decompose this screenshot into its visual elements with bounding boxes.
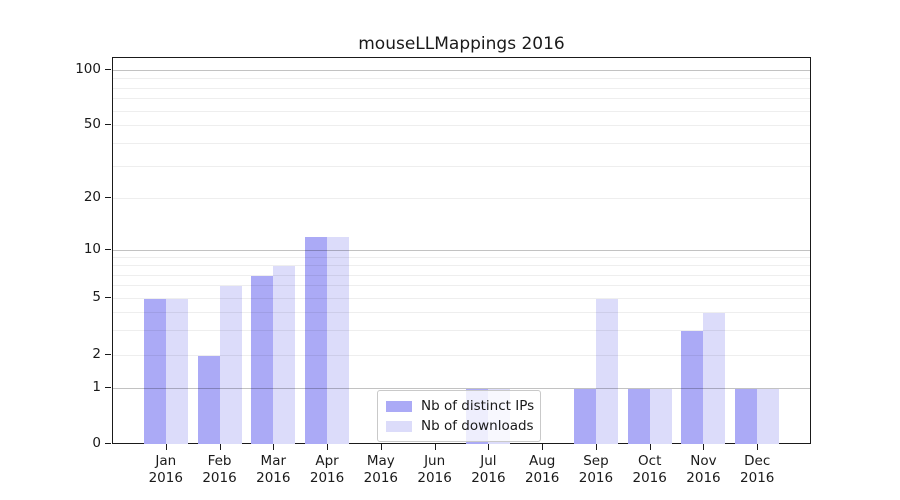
y-tick-label-20: 20 — [83, 189, 101, 205]
gridline-minor-80 — [113, 87, 810, 89]
y-tick-label-2: 2 — [92, 346, 101, 362]
gridline-minor-9 — [113, 257, 810, 259]
y-tick-label-1: 1 — [92, 379, 101, 395]
bar-downloads-dec — [757, 389, 780, 444]
x-tick-mark-apr — [327, 444, 329, 450]
gridline-minor-60 — [113, 110, 810, 112]
x-tick-label-aug: Aug 2016 — [524, 453, 560, 486]
legend-swatch-distinct-ips — [386, 400, 412, 412]
gridline-major-1 — [113, 388, 810, 389]
bar-distinct-ips-feb — [197, 356, 220, 444]
x-tick-mark-nov — [703, 444, 705, 450]
gridline-minor-2 — [113, 355, 810, 356]
legend: Nb of distinct IPs Nb of downloads — [377, 390, 541, 442]
y-tick-mark-1 — [105, 387, 111, 388]
bar-downloads-apr — [327, 237, 350, 444]
bar-downloads-mar — [273, 266, 296, 444]
x-tick-label-dec: Dec 2016 — [740, 453, 775, 486]
legend-item-downloads: Nb of downloads — [386, 416, 534, 436]
x-tick-label-sep: Sep 2016 — [578, 453, 614, 486]
legend-label-distinct-ips: Nb of distinct IPs — [421, 398, 535, 414]
y-tick-mark-100 — [105, 69, 111, 70]
gridline-minor-3 — [113, 329, 810, 331]
gridline-minor-20 — [113, 198, 810, 199]
x-tick-mark-feb — [219, 444, 221, 450]
legend-swatch-downloads — [386, 420, 412, 432]
bar-downloads-sep — [595, 299, 618, 444]
x-tick-mark-aug — [542, 444, 544, 450]
x-tick-label-feb: Feb 2016 — [202, 453, 237, 486]
gridline-minor-30 — [113, 165, 810, 167]
y-tick-mark-50 — [105, 124, 111, 125]
x-tick-label-mar: Mar 2016 — [256, 453, 291, 486]
y-tick-label-10: 10 — [83, 241, 101, 257]
bar-distinct-ips-nov — [681, 330, 704, 444]
bar-downloads-jan — [165, 299, 188, 444]
bar-distinct-ips-mar — [251, 275, 274, 444]
gridline-minor-8 — [113, 265, 810, 267]
x-tick-mark-oct — [649, 444, 651, 450]
bar-downloads-nov — [703, 312, 726, 444]
legend-item-distinct-ips: Nb of distinct IPs — [386, 396, 535, 416]
y-tick-label-100: 100 — [75, 61, 101, 77]
bar-distinct-ips-dec — [735, 389, 758, 444]
x-tick-mark-jul — [488, 444, 490, 450]
x-tick-mark-dec — [757, 444, 759, 450]
bar-distinct-ips-sep — [573, 389, 596, 444]
x-tick-label-jan: Jan 2016 — [148, 453, 183, 486]
bar-distinct-ips-apr — [305, 237, 328, 444]
gridline-major-10 — [113, 250, 810, 251]
x-tick-label-apr: Apr 2016 — [309, 453, 345, 486]
chart-title: mouseLLMappings 2016 — [358, 34, 565, 54]
x-tick-mark-jun — [434, 444, 436, 450]
x-tick-label-may: May 2016 — [363, 453, 399, 486]
legend-label-downloads: Nb of downloads — [421, 418, 534, 434]
gridline-minor-7 — [113, 274, 810, 276]
x-tick-mark-jan — [165, 444, 167, 450]
x-tick-label-oct: Oct 2016 — [632, 453, 667, 486]
y-tick-mark-10 — [105, 249, 111, 250]
bar-distinct-ips-jan — [143, 299, 166, 444]
x-tick-label-nov: Nov 2016 — [686, 453, 721, 486]
bar-distinct-ips-oct — [627, 389, 650, 444]
gridline-minor-50 — [113, 125, 810, 126]
x-tick-mark-sep — [595, 444, 597, 450]
gridline-major-100 — [113, 70, 810, 71]
plot-area — [112, 57, 811, 444]
bar-downloads-feb — [219, 286, 242, 444]
y-tick-mark-20 — [105, 197, 111, 198]
y-tick-label-50: 50 — [83, 116, 101, 132]
gridline-minor-4 — [113, 311, 810, 313]
x-tick-label-jun: Jun 2016 — [417, 453, 452, 486]
y-tick-label-0: 0 — [92, 435, 101, 451]
x-tick-mark-mar — [273, 444, 275, 450]
gridline-minor-70 — [113, 98, 810, 100]
y-tick-label-5: 5 — [92, 289, 101, 305]
bar-downloads-oct — [649, 389, 672, 444]
y-tick-mark-2 — [105, 354, 111, 355]
x-tick-mark-may — [380, 444, 382, 450]
y-tick-mark-0 — [105, 443, 111, 444]
gridline-minor-40 — [113, 142, 810, 144]
gridline-minor-5 — [113, 298, 810, 299]
x-tick-label-jul: Jul 2016 — [471, 453, 506, 486]
y-tick-mark-5 — [105, 297, 111, 298]
gridline-minor-6 — [113, 285, 810, 287]
gridline-minor-90 — [113, 78, 810, 80]
